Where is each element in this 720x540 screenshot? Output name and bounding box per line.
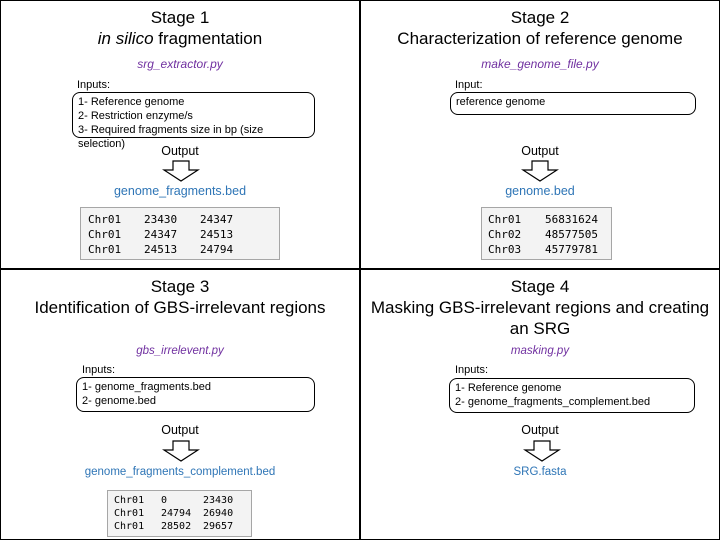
stage-2-label: Stage 2 xyxy=(510,8,570,27)
stage-2-down-arrow-icon xyxy=(521,160,559,182)
table-cell: 23430 xyxy=(203,495,234,506)
table-cell: 45779781 xyxy=(545,243,598,256)
stage-1-input-item: 2- Restriction enzyme/s xyxy=(78,110,193,122)
table-row: Chr01 0 23430 xyxy=(114,494,233,507)
stage-4-script: masking.py xyxy=(510,345,570,357)
stage-1-inputs-box: 1- Reference genome 2- Restriction enzym… xyxy=(72,92,315,150)
stage-2-input-item: reference genome xyxy=(456,96,546,108)
table-cell: 48577505 xyxy=(545,228,598,241)
stage-1-output-table: Chr01 23430 24347 Chr01 24347 24513 Chr0… xyxy=(80,207,280,260)
stage-2-script: make_genome_file.py xyxy=(481,57,599,71)
stage-1-input-item: 3- Required fragments size in bp (size s… xyxy=(78,124,264,150)
table-cell: 29657 xyxy=(203,521,234,532)
table-row: Chr01 56831624 xyxy=(488,212,598,227)
table-cell: Chr01 xyxy=(88,243,122,256)
table-row: Chr01 24347 24513 xyxy=(88,227,233,242)
stage-3-inputs-label: Inputs: xyxy=(82,364,116,376)
stage-3-title: Identification of GBS-irrelevant regions xyxy=(34,298,326,317)
stage-1-down-arrow-icon xyxy=(162,160,200,182)
stage-3-output-table: Chr01 0 23430 Chr01 24794 26940 Chr01 28… xyxy=(107,490,252,537)
stage-1-script: srg_extractor.py xyxy=(137,57,223,71)
stage-3-inputs-box: 1- genome_fragments.bed 2- genome.bed xyxy=(76,377,315,412)
stage-4-inputs-box: 1- Reference genome 2- genome_fragments_… xyxy=(449,378,695,413)
stage-1-output-file: genome_fragments.bed xyxy=(113,184,247,198)
vertical-divider xyxy=(359,0,361,540)
stage-1-input-item: 1- Reference genome xyxy=(78,96,185,108)
table-cell: 24347 xyxy=(144,228,178,241)
table-row: Chr01 28502 29657 xyxy=(114,520,233,533)
stage-3-input-item: 2- genome.bed xyxy=(82,395,156,407)
stage-4-input-item: 2- genome_fragments_complement.bed xyxy=(455,396,651,408)
stage-4-input-item: 1- Reference genome xyxy=(455,382,562,394)
stage-4-label: Stage 4 xyxy=(510,277,570,296)
stage-3-script: gbs_irrelevent.py xyxy=(136,345,224,357)
table-row: Chr02 48577505 xyxy=(488,227,598,242)
table-row: Chr01 24513 24794 xyxy=(88,242,233,257)
table-cell: 28502 xyxy=(161,521,192,532)
stage-4-output-label: Output xyxy=(521,423,559,437)
table-cell: Chr01 xyxy=(88,213,122,226)
stage-2-inputs-label: Input: xyxy=(455,79,483,91)
table-cell: 24513 xyxy=(200,228,234,241)
table-cell: Chr01 xyxy=(114,521,145,532)
stage-2-output-file: genome.bed xyxy=(505,184,575,198)
stage-3-output-label: Output xyxy=(161,423,199,437)
table-cell: Chr01 xyxy=(488,213,522,226)
table-row: Chr01 24794 26940 xyxy=(114,507,233,520)
table-cell: 24513 xyxy=(144,243,178,256)
stage-1-title: in silico fragmentation xyxy=(0,28,360,50)
table-cell: Chr01 xyxy=(114,495,145,506)
table-cell: Chr01 xyxy=(88,228,122,241)
stage-4-title-line1: Masking GBS-irrelevant regions and creat… xyxy=(370,298,710,317)
table-row: Chr01 23430 24347 xyxy=(88,212,233,227)
table-cell: Chr01 xyxy=(114,508,145,519)
table-cell: 24794 xyxy=(161,508,192,519)
stage-4-inputs-label: Inputs: xyxy=(455,364,489,376)
table-cell: 0 xyxy=(161,495,168,506)
table-cell: 24347 xyxy=(200,213,234,226)
horizontal-divider xyxy=(0,268,720,270)
stage-4-down-arrow-icon xyxy=(523,440,561,462)
stage-1-title-rest: fragmentation xyxy=(153,29,263,48)
stage-3-down-arrow-icon xyxy=(162,440,200,462)
stage-3-label: Stage 3 xyxy=(150,277,210,296)
table-cell: 26940 xyxy=(203,508,234,519)
table-cell: Chr03 xyxy=(488,243,522,256)
stage-1-label: Stage 1 xyxy=(150,8,210,27)
table-cell: 23430 xyxy=(144,213,178,226)
stage-3-output-file: genome_fragments_complement.bed xyxy=(84,466,276,478)
stage-1-output-label: Output xyxy=(161,144,199,158)
stage-1-title-italic: in silico xyxy=(97,29,154,48)
table-cell: Chr02 xyxy=(488,228,522,241)
stage-2-output-label: Output xyxy=(521,144,559,158)
stage-1-inputs-label: Inputs: xyxy=(77,79,111,91)
table-row: Chr03 45779781 xyxy=(488,242,598,257)
table-cell: 24794 xyxy=(200,243,234,256)
table-cell: 56831624 xyxy=(545,213,598,226)
stage-3-input-item: 1- genome_fragments.bed xyxy=(82,381,212,393)
stage-2-title: Characterization of reference genome xyxy=(397,29,683,48)
stage-2-output-table: Chr01 56831624 Chr02 48577505 Chr03 4577… xyxy=(481,207,612,260)
stage-2-inputs-box: reference genome xyxy=(450,92,696,115)
stage-4-output-file: SRG.fasta xyxy=(513,466,567,478)
stage-4-title-line2: an SRG xyxy=(509,319,571,338)
